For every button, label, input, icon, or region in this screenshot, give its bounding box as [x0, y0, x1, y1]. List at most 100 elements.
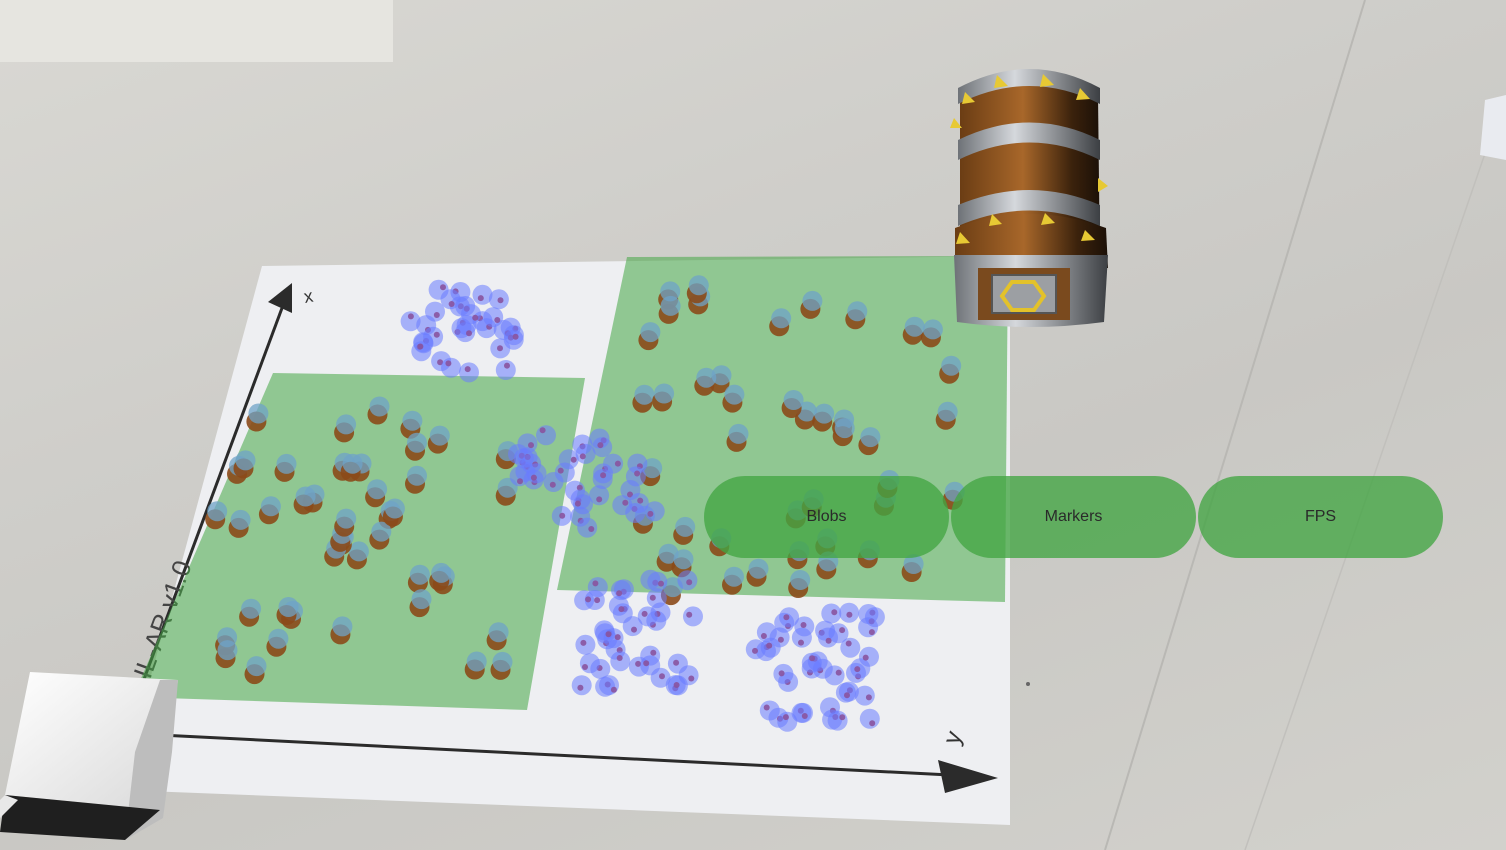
- blue-marker-blob: [625, 466, 646, 487]
- blue-blob: [411, 589, 432, 610]
- blue-marker-blob: [610, 651, 631, 672]
- blue-marker-blob: [526, 463, 547, 484]
- blue-marker-blob: [411, 341, 432, 362]
- blue-marker-blob: [577, 517, 598, 538]
- blue-marker-blob: [777, 711, 798, 732]
- blue-blob: [922, 319, 943, 340]
- blue-marker-blob: [461, 304, 481, 325]
- blue-marker-blob: [423, 326, 444, 347]
- blue-blob: [241, 598, 262, 619]
- blue-marker-blob: [644, 501, 665, 522]
- blue-blob: [654, 383, 675, 404]
- blue-blob: [336, 414, 357, 435]
- blue-blob: [342, 453, 363, 474]
- blue-blob: [724, 566, 744, 587]
- blue-blob: [903, 554, 924, 574]
- blue-blob: [384, 498, 405, 519]
- overlay-panel: [0, 0, 393, 62]
- blue-blob: [492, 651, 513, 672]
- blue-blob: [660, 281, 681, 302]
- blue-marker-blob: [628, 493, 649, 513]
- blue-marker-blob: [441, 357, 461, 378]
- blue-marker-blob: [503, 325, 524, 346]
- blue-marker-blob: [794, 616, 815, 637]
- blue-marker-blob: [495, 360, 516, 380]
- blobs-toggle-button[interactable]: Blobs: [704, 476, 949, 558]
- blue-blob: [688, 275, 709, 296]
- blue-blob: [217, 640, 238, 661]
- blue-marker-blob: [608, 595, 629, 616]
- edge-object: [1480, 95, 1506, 160]
- blue-blob: [230, 509, 251, 530]
- blue-marker-blob: [854, 685, 875, 706]
- blue-blob: [409, 564, 430, 585]
- blue-marker-blob: [818, 627, 838, 648]
- blue-marker-blob: [517, 433, 538, 454]
- blue-marker-blob: [459, 362, 479, 383]
- blue-marker-blob: [472, 284, 493, 305]
- blue-marker-blob: [773, 663, 794, 684]
- blue-marker-blob: [827, 710, 848, 731]
- blue-marker-blob: [574, 590, 595, 611]
- blue-blob: [904, 316, 925, 337]
- blue-marker-blob: [637, 606, 658, 627]
- blue-blob: [748, 558, 769, 579]
- blue-marker-blob: [622, 616, 643, 637]
- blue-blob: [402, 410, 423, 431]
- blue-blob: [796, 401, 817, 422]
- blue-blob: [696, 367, 717, 388]
- blue-blob: [260, 496, 281, 517]
- blue-marker-blob: [570, 489, 591, 510]
- blue-blob: [431, 562, 452, 583]
- blue-blob: [640, 322, 661, 343]
- blue-marker-blob: [859, 708, 880, 729]
- blue-marker-blob: [677, 570, 698, 591]
- blue-blob: [369, 396, 390, 417]
- blue-marker-blob: [821, 603, 842, 624]
- blue-marker-blob: [665, 675, 686, 695]
- blue-blob: [634, 384, 655, 405]
- blue-blob: [802, 290, 823, 311]
- blue-blob: [407, 465, 427, 486]
- blue-blob: [834, 418, 855, 439]
- blue-blob: [860, 427, 881, 448]
- blue-marker-blob: [579, 653, 600, 674]
- blue-marker-blob: [536, 425, 556, 446]
- blue-blob: [675, 516, 696, 537]
- blue-marker-blob: [667, 653, 688, 674]
- blue-marker-blob: [589, 485, 610, 506]
- blue-blob: [711, 365, 732, 386]
- blue-marker-blob: [400, 311, 421, 332]
- blue-blob: [660, 295, 681, 316]
- blue-marker-blob: [640, 655, 661, 676]
- white-cube: [0, 672, 178, 840]
- blue-marker-blob: [801, 652, 822, 673]
- blue-blob: [207, 501, 228, 522]
- blue-marker-blob: [683, 606, 703, 627]
- blue-blob: [276, 453, 297, 474]
- blue-blob: [407, 432, 427, 453]
- blue-marker-blob: [490, 338, 511, 359]
- blue-marker-blob: [594, 620, 615, 641]
- markers-toggle-button[interactable]: Markers: [951, 476, 1196, 558]
- blue-marker-blob: [599, 675, 619, 696]
- blue-blob: [235, 450, 256, 471]
- blue-marker-blob: [575, 443, 596, 464]
- blue-blob: [429, 425, 450, 446]
- blue-blob: [673, 549, 694, 570]
- blue-blob: [295, 486, 316, 507]
- blue-marker-blob: [611, 580, 631, 601]
- blue-blob: [771, 308, 792, 329]
- blue-blob: [268, 628, 289, 649]
- blue-blob: [728, 423, 749, 444]
- blue-marker-blob: [769, 627, 790, 648]
- blue-blob: [332, 616, 353, 637]
- blue-marker-blob: [603, 453, 624, 474]
- fps-toggle-button[interactable]: FPS: [1198, 476, 1443, 558]
- blue-blob: [371, 521, 392, 542]
- blue-blob: [278, 597, 299, 617]
- blue-blob: [246, 656, 267, 677]
- blue-marker-blob: [551, 505, 572, 526]
- blue-blob: [941, 355, 962, 376]
